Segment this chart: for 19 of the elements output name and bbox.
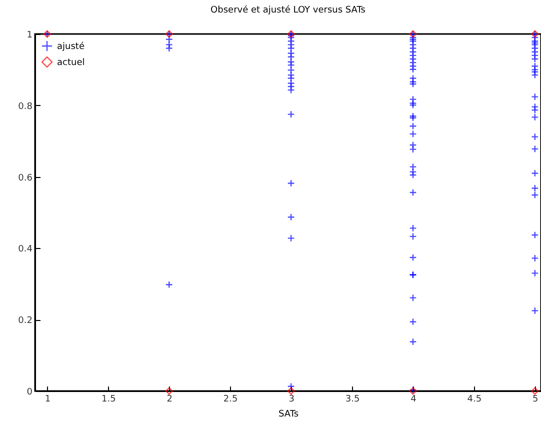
y-tick-label: 0 — [26, 388, 33, 398]
x-tick-label: 4 — [410, 394, 417, 404]
x-tick-label: 2 — [166, 394, 172, 404]
y-tick-label: 0.8 — [18, 102, 33, 112]
x-tick-label: 1 — [44, 394, 51, 404]
x-tick-label: 3 — [288, 394, 294, 404]
x-axis-title: SATs — [278, 410, 299, 420]
x-tick-label: 3.5 — [345, 394, 360, 404]
chart-title: Observé et ajusté LOY versus SATs — [210, 4, 366, 16]
y-tick-label: 0.4 — [18, 244, 33, 255]
legend-label: ajusté — [57, 41, 85, 52]
legend-label: actuel — [57, 58, 85, 68]
x-tick-label: 2.5 — [223, 394, 238, 404]
y-tick-label: 0.2 — [18, 316, 32, 326]
y-tick-label: 1 — [26, 30, 32, 40]
x-tick-label: 1.5 — [101, 394, 116, 404]
x-tick-label: 5 — [532, 394, 538, 404]
x-tick-label: 4.5 — [467, 394, 482, 404]
y-tick-label: 0.6 — [18, 173, 33, 184]
